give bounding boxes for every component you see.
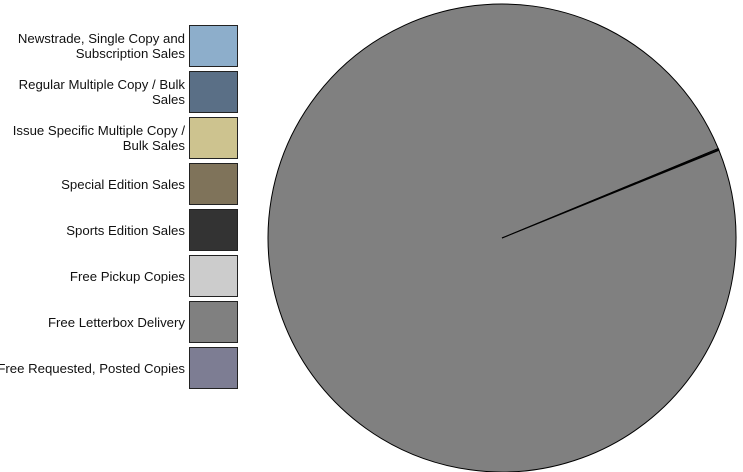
legend-label: Sports Edition Sales	[66, 222, 185, 238]
legend-label: Free Letterbox Delivery	[47, 314, 185, 330]
legend-label: Free Requested, Posted Copies	[0, 360, 185, 376]
chart-legend: Newstrade, Single Copy and Subscription …	[0, 25, 240, 393]
legend-swatch	[189, 301, 238, 343]
legend-swatch	[189, 209, 238, 251]
legend-item: Free Pickup Copies	[0, 255, 240, 301]
legend-swatch	[189, 117, 238, 159]
legend-item: Free Requested, Posted Copies	[0, 347, 240, 393]
legend-swatch	[189, 163, 238, 205]
legend-item: Regular Multiple Copy / Bulk Sales	[0, 71, 240, 117]
legend-swatch	[189, 25, 238, 67]
legend-label: Free Pickup Copies	[69, 268, 185, 284]
legend-swatch	[189, 255, 238, 297]
legend-item: Issue Specific Multiple Copy / Bulk Sale…	[0, 117, 240, 163]
legend-label: Issue Specific Multiple Copy / Bulk Sale…	[12, 123, 185, 153]
legend-label: Newstrade, Single Copy and Subscription …	[17, 31, 185, 61]
legend-label: Special Edition Sales	[61, 176, 185, 192]
legend-label: Regular Multiple Copy / Bulk Sales	[18, 77, 185, 107]
legend-item: Newstrade, Single Copy and Subscription …	[0, 25, 240, 71]
legend-swatch	[189, 71, 238, 113]
legend-swatch	[189, 347, 238, 389]
legend-item: Free Letterbox Delivery	[0, 301, 240, 347]
legend-item: Special Edition Sales	[0, 163, 240, 209]
legend-item: Sports Edition Sales	[0, 209, 240, 255]
